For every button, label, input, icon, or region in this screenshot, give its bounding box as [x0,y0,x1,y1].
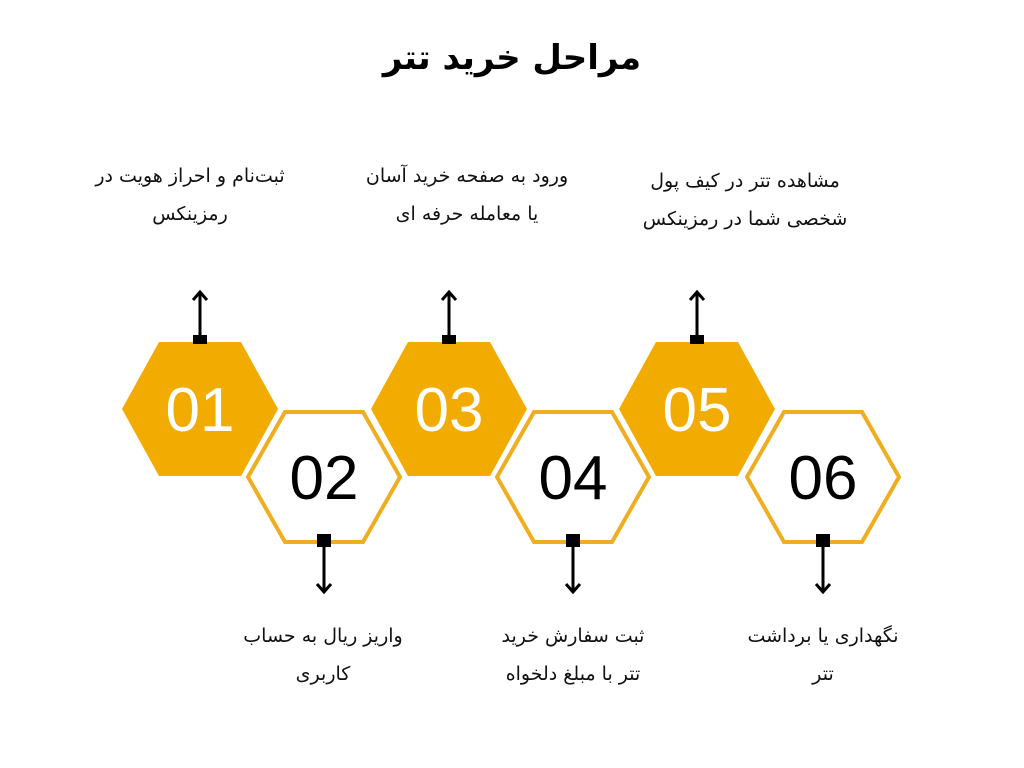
hexagon-step-01 [122,342,278,476]
caption-line: کاربری [295,663,351,685]
caption-line: یا معامله حرفه ای [395,203,539,225]
step-caption-02: واریز ریال به حساب کاربری [173,617,473,693]
caption-line: تتر [812,663,834,685]
caption-line: ثبت‌نام و احراز هویت در [95,165,285,187]
step-number: 05 [663,376,732,445]
hexagon-step-02 [245,410,403,544]
arrow-up-icon [440,289,458,344]
caption-line: تتر با مبلغ دلخواه [505,663,641,685]
arrow-down-icon [564,534,582,595]
step-caption-01: ثبت‌نام و احراز هویت در رمزینکس [40,157,340,233]
step-caption-06: نگهداری یا برداشت تتر [673,617,973,693]
step-number: 02 [290,444,359,513]
arrow-down-icon [315,534,333,595]
arrow-up-icon [191,289,209,344]
caption-line: واریز ریال به حساب [243,625,403,647]
caption-line: ثبت سفارش خرید [501,625,645,647]
hexagon-step-04 [494,410,652,544]
step-number: 01 [166,376,235,445]
caption-line: رمزینکس [152,203,228,225]
hexagon-step-06 [744,410,902,544]
step-caption-04: ثبت سفارش خرید تتر با مبلغ دلخواه [423,617,723,693]
step-number: 06 [789,444,858,513]
caption-line: مشاهده تتر در کیف پول [650,170,840,192]
arrow-up-icon [688,289,706,344]
step-number: 04 [539,444,608,513]
step-number: 03 [415,376,484,445]
hexagon-step-05 [619,342,775,476]
page-title: مراحل خرید تتر [382,38,642,78]
caption-line: ورود به صفحه خرید آسان [365,165,569,187]
arrow-down-icon [814,534,832,595]
hexagon-step-03 [371,342,527,476]
step-caption-03: ورود به صفحه خرید آسان یا معامله حرفه ای [317,157,617,233]
step-caption-05: مشاهده تتر در کیف پول شخصی شما در رمزینکس [595,162,895,238]
caption-line: شخصی شما در رمزینکس [642,208,848,230]
caption-line: نگهداری یا برداشت [747,625,899,647]
